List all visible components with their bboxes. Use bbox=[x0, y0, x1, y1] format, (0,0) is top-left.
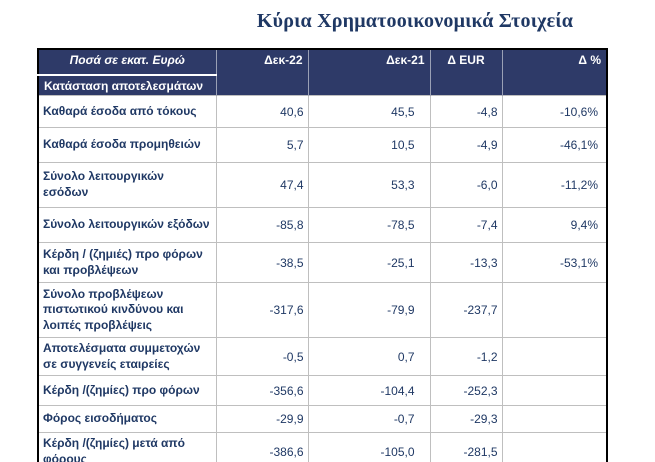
value-dec22: 5,7 bbox=[215, 127, 308, 163]
table-row: Κέρδη /(ζημίες) προ φόρων -356,6 -104,4 … bbox=[37, 375, 607, 406]
value-delta-eur: -4,8 bbox=[429, 95, 502, 128]
value-dec22: -29,9 bbox=[215, 405, 308, 433]
table-body: Καθαρά έσοδα από τόκους 40,6 45,5 -4,8 -… bbox=[37, 95, 607, 462]
row-label: Σύνολο προβλέψεων πιστωτικού κινδύνου κα… bbox=[37, 282, 216, 338]
table-row: Σύνολο προβλέψεων πιστωτικού κινδύνου κα… bbox=[37, 282, 607, 338]
table-header: Ποσά σε εκατ. Ευρώ Δεκ-22 Δεκ-21 Δ EUR Δ… bbox=[37, 49, 607, 96]
value-dec21: -0,7 bbox=[307, 405, 430, 433]
row-label: Φόρος εισοδήματος bbox=[37, 405, 216, 433]
row-label: Κέρδη /(ζημίες) μετά από φόρους bbox=[37, 432, 216, 462]
value-dec21: -104,4 bbox=[307, 375, 430, 406]
value-dec21: 10,5 bbox=[307, 127, 430, 163]
value-delta-eur: -237,7 bbox=[429, 282, 502, 338]
table-row: Κέρδη / (ζημιές) προ φόρων και προβλέψεω… bbox=[37, 242, 607, 283]
row-label: Σύνολο λειτουργικών εξόδων bbox=[37, 207, 216, 243]
row-label: Αποτελέσματα συμμετοχών σε συγγενείς ετα… bbox=[37, 336, 216, 376]
header-row-section: Κατάσταση αποτελεσμάτων bbox=[37, 75, 607, 96]
value-delta-eur: -281,5 bbox=[429, 432, 502, 462]
row-label: Κέρδη / (ζημιές) προ φόρων και προβλέψεω… bbox=[37, 242, 216, 283]
value-dec22: -356,6 bbox=[215, 375, 308, 406]
column-header-delta-eur: Δ EUR bbox=[429, 49, 502, 96]
value-delta-pct bbox=[501, 282, 607, 338]
value-delta-pct: -10,6% bbox=[501, 95, 607, 128]
column-header-delta-pct: Δ % bbox=[501, 49, 607, 96]
value-delta-eur: -4,9 bbox=[429, 127, 502, 163]
value-dec21: 53,3 bbox=[307, 162, 430, 208]
value-delta-pct: -46,1% bbox=[501, 127, 607, 163]
value-delta-pct: -11,2% bbox=[501, 162, 607, 208]
table-row: Φόρος εισοδήματος -29,9 -0,7 -29,3 bbox=[37, 405, 607, 433]
value-dec22: 40,6 bbox=[215, 95, 308, 128]
value-dec21: -78,5 bbox=[307, 207, 430, 243]
value-dec22: 47,4 bbox=[215, 162, 308, 208]
value-delta-pct bbox=[501, 405, 607, 433]
value-delta-eur: -1,2 bbox=[429, 336, 502, 376]
value-dec21: 0,7 bbox=[307, 336, 430, 376]
table-row: Κέρδη /(ζημίες) μετά από φόρους -386,6 -… bbox=[37, 432, 607, 462]
value-delta-eur: -29,3 bbox=[429, 405, 502, 433]
financial-summary-table: Ποσά σε εκατ. Ευρώ Δεκ-22 Δεκ-21 Δ EUR Δ… bbox=[37, 48, 608, 462]
page-title: Κύρια Χρηματοοικονομικά Στοιχεία bbox=[256, 10, 574, 32]
value-dec22: -386,6 bbox=[215, 432, 308, 462]
value-delta-eur: -13,3 bbox=[429, 242, 502, 283]
value-dec22: -317,6 bbox=[215, 282, 308, 338]
value-dec22: -85,8 bbox=[215, 207, 308, 243]
column-header-dec22: Δεκ-22 bbox=[215, 49, 308, 96]
value-delta-pct bbox=[501, 432, 607, 462]
column-header-dec21: Δεκ-21 bbox=[307, 49, 430, 96]
value-dec21: -25,1 bbox=[307, 242, 430, 283]
table-row: Αποτελέσματα συμμετοχών σε συγγενείς ετα… bbox=[37, 336, 607, 376]
value-dec21: -79,9 bbox=[307, 282, 430, 338]
value-delta-pct: 9,4% bbox=[501, 207, 607, 243]
table-row: Σύνολο λειτουργικών εξόδων -85,8 -78,5 -… bbox=[37, 207, 607, 243]
value-delta-eur: -252,3 bbox=[429, 375, 502, 406]
value-delta-eur: -6,0 bbox=[429, 162, 502, 208]
table-row: Σύνολο λειτουργικών εσόδων 47,4 53,3 -6,… bbox=[37, 162, 607, 208]
value-dec21: 45,5 bbox=[307, 95, 430, 128]
header-row-top: Ποσά σε εκατ. Ευρώ Δεκ-22 Δεκ-21 Δ EUR Δ… bbox=[37, 49, 607, 96]
row-label: Σύνολο λειτουργικών εσόδων bbox=[37, 162, 216, 208]
table-row: Καθαρά έσοδα από τόκους 40,6 45,5 -4,8 -… bbox=[37, 95, 607, 128]
value-delta-pct bbox=[501, 375, 607, 406]
row-label: Καθαρά έσοδα από τόκους bbox=[37, 95, 216, 128]
row-label: Κέρδη /(ζημίες) προ φόρων bbox=[37, 375, 216, 406]
value-delta-pct: -53,1% bbox=[501, 242, 607, 283]
value-delta-eur: -7,4 bbox=[429, 207, 502, 243]
table-row: Καθαρά έσοδα προμηθειών 5,7 10,5 -4,9 -4… bbox=[37, 127, 607, 163]
row-label: Καθαρά έσοδα προμηθειών bbox=[37, 127, 216, 163]
value-delta-pct bbox=[501, 336, 607, 376]
value-dec21: -105,0 bbox=[307, 432, 430, 462]
value-dec22: -0,5 bbox=[215, 336, 308, 376]
value-dec22: -38,5 bbox=[215, 242, 308, 283]
section-label: Κατάσταση αποτελεσμάτων bbox=[37, 75, 216, 96]
unit-label: Ποσά σε εκατ. Ευρώ bbox=[37, 49, 216, 76]
